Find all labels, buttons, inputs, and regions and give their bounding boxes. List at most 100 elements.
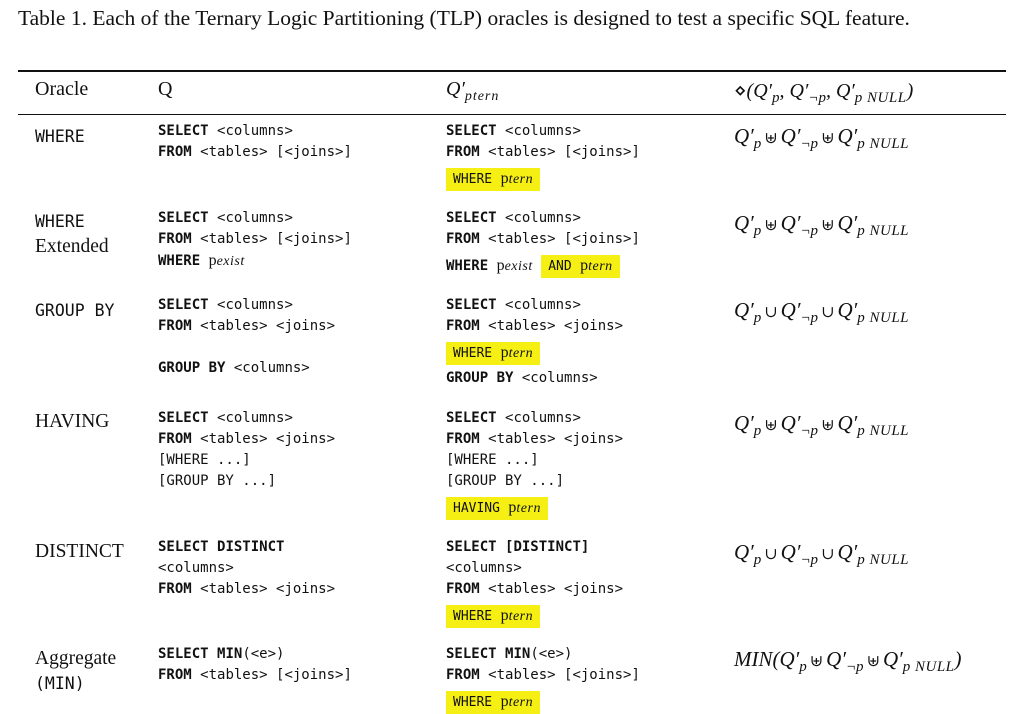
f-sub: p: [772, 90, 780, 106]
f-q: Q′: [734, 411, 754, 435]
kw-from: FROM: [446, 144, 480, 160]
highlight-ptern: WHERE ptern: [446, 168, 541, 191]
code-line: FROM <tables> <joins>: [446, 579, 623, 600]
f-q: Q′: [837, 540, 858, 564]
kw-select: SELECT: [446, 123, 497, 139]
formula-distinct: Q′p ∪ Q′¬p ∪ Q′p NULL: [734, 540, 909, 568]
f-sub: ¬p: [808, 90, 826, 106]
kw-group-by: GROUP BY: [158, 360, 226, 376]
op: ⊎: [821, 217, 835, 234]
oracle-having: HAVING: [35, 411, 110, 432]
f-q: Q′: [780, 124, 801, 148]
kw-where: WHERE: [446, 258, 489, 274]
header-q: Q: [158, 78, 173, 100]
formula-group-by: Q′p ∪ Q′¬p ∪ Q′p NULL: [734, 298, 910, 326]
op: ⊎: [866, 653, 880, 670]
f-sub: ¬p: [800, 223, 819, 239]
code-text: <columns>: [505, 123, 581, 139]
code-text: <columns>: [217, 410, 293, 426]
f-q: Q′: [753, 80, 773, 102]
code-text: <tables> [<joins>]: [488, 667, 640, 683]
code-line: [GROUP BY ...]: [158, 471, 335, 492]
header-oracle: Oracle: [35, 78, 89, 100]
code-text: <tables> <joins>: [488, 318, 624, 334]
code-line: GROUP BY <columns>: [446, 368, 623, 389]
kw-from: FROM: [446, 667, 480, 683]
ptern-var: ptern: [501, 170, 534, 187]
code-text: <tables> [<joins>]: [200, 144, 352, 160]
kw-select: SELECT: [446, 539, 497, 555]
f-sub: p: [753, 310, 762, 326]
f-q: Q′: [826, 647, 846, 671]
oracle-where-extended: WHERE Extended: [35, 209, 109, 259]
ptern-var: ptern: [501, 607, 534, 624]
kw-min: MIN: [505, 646, 531, 662]
p-sub: tern: [516, 501, 541, 516]
f-q: Q′: [837, 124, 858, 148]
code-line: WHERE ptern: [446, 605, 623, 628]
oracle-aggregate-min: Aggregate (MIN): [35, 646, 116, 696]
code-line: WHERE p exist AND ptern: [446, 255, 640, 278]
code-text: <columns>: [217, 123, 293, 139]
code-line: FROM <tables> [<joins>]: [446, 142, 640, 163]
table-caption: Table 1. Each of the Ternary Logic Parti…: [18, 6, 910, 30]
kw-select: SELECT: [158, 539, 209, 555]
q-where-extended: SELECT <columns> FROM <tables> [<joins>]…: [158, 208, 352, 271]
kw-select: SELECT: [158, 646, 209, 662]
p-letter: p: [500, 693, 509, 710]
q-distinct: SELECT DISTINCT <columns> FROM <tables> …: [158, 537, 335, 600]
f-min: MIN(: [734, 647, 780, 671]
combine-prefix: ⋄(: [734, 80, 754, 102]
code-line: WHERE ptern: [446, 168, 640, 191]
p-sub: tern: [508, 172, 534, 187]
f-sub: p NULL: [857, 136, 910, 152]
highlight-ptern: AND ptern: [541, 255, 620, 278]
f-sub: p NULL: [854, 90, 907, 106]
code-line: FROM <tables> <joins>: [158, 429, 335, 450]
pexist-var: pexist: [209, 252, 245, 269]
kw-select: SELECT: [158, 410, 209, 426]
q-aggregate-min: SELECT MIN(<e>) FROM <tables> [<joins>]: [158, 644, 352, 686]
f-sub: p: [753, 552, 762, 568]
op: ∪: [764, 546, 778, 563]
q-group-by: SELECT <columns> FROM <tables> <joins> G…: [158, 295, 335, 379]
code-text: <tables> <joins>: [488, 581, 624, 597]
f-q: Q′: [780, 411, 801, 435]
kw-from: FROM: [158, 144, 192, 160]
header-qp: Q′ptern: [446, 78, 500, 104]
kw-from: FROM: [158, 431, 192, 447]
code-line: SELECT <columns>: [158, 121, 352, 142]
f-sub: p NULL: [857, 310, 910, 326]
f-sub: ¬p: [800, 552, 819, 568]
oracle-line: Aggregate: [35, 648, 117, 669]
code-text: <tables> <joins>: [200, 431, 336, 447]
qp-where: SELECT <columns> FROM <tables> [<joins>]…: [446, 121, 640, 191]
p-letter: p: [580, 257, 589, 274]
formula-where: Q′p ⊎ Q′¬p ⊎ Q′p NULL: [734, 124, 910, 152]
p-sub: exist: [504, 259, 533, 274]
op: ⊎: [821, 417, 835, 434]
code-line: SELECT [DISTINCT]: [446, 537, 623, 558]
p-letter: p: [508, 499, 517, 516]
kw-select: SELECT: [446, 410, 497, 426]
code-text: <tables> <joins>: [200, 581, 336, 597]
ptern-var: ptern: [501, 693, 534, 710]
p-sub: tern: [588, 259, 613, 274]
code-line: SELECT <columns>: [158, 295, 335, 316]
q-where: SELECT <columns> FROM <tables> [<joins>]: [158, 121, 352, 163]
kw-select: SELECT: [446, 297, 497, 313]
code-text: (<e>): [530, 646, 573, 662]
oracle-group-by: GROUP BY: [35, 301, 115, 320]
code-line: GROUP BY <columns>: [158, 358, 335, 379]
header-qp-sub: ptern: [464, 89, 500, 104]
code-line: SELECT <columns>: [158, 208, 352, 229]
code-line: WHERE ptern: [446, 691, 640, 714]
f-min-close: ): [954, 647, 962, 671]
code-line: FROM <tables> <joins>: [446, 316, 623, 337]
f-q: Q′: [789, 80, 809, 102]
kw-from: FROM: [446, 581, 480, 597]
code-text: <columns>: [217, 297, 293, 313]
code-line: FROM <tables> [<joins>]: [158, 229, 352, 250]
p-sub: exist: [216, 254, 245, 269]
f-sub: ¬p: [845, 659, 864, 675]
